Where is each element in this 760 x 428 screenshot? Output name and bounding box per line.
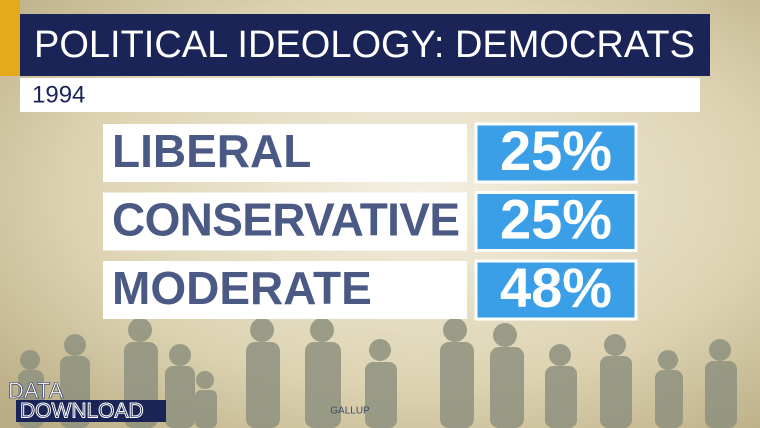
value-box [474, 191, 638, 252]
rows: LIBERAL 25% CONSERVATIVE 25% MODERATE 48% [103, 119, 638, 321]
accent-bar [0, 0, 20, 76]
label-box [103, 261, 467, 319]
row-value: 25% [500, 187, 612, 250]
label-box [103, 192, 467, 251]
brand-line2: DOWNLOAD [20, 400, 144, 423]
value-box [474, 259, 638, 321]
subtitle-bar [20, 78, 700, 112]
value-box [474, 122, 638, 184]
brand-box [16, 400, 166, 422]
row-value: 25% [500, 119, 612, 182]
row-label: LIBERAL [112, 125, 311, 177]
label-box [103, 124, 467, 182]
title: POLITICAL IDEOLOGY: DEMOCRATS [34, 24, 695, 66]
row-label: CONSERVATIVE [112, 194, 460, 246]
brand-line1: DATA [8, 378, 64, 403]
source: GALLUP [330, 406, 370, 417]
subtitle: 1994 [32, 81, 85, 108]
row-label: MODERATE [112, 262, 372, 314]
title-bar [20, 14, 710, 76]
row-value: 48% [500, 256, 612, 319]
